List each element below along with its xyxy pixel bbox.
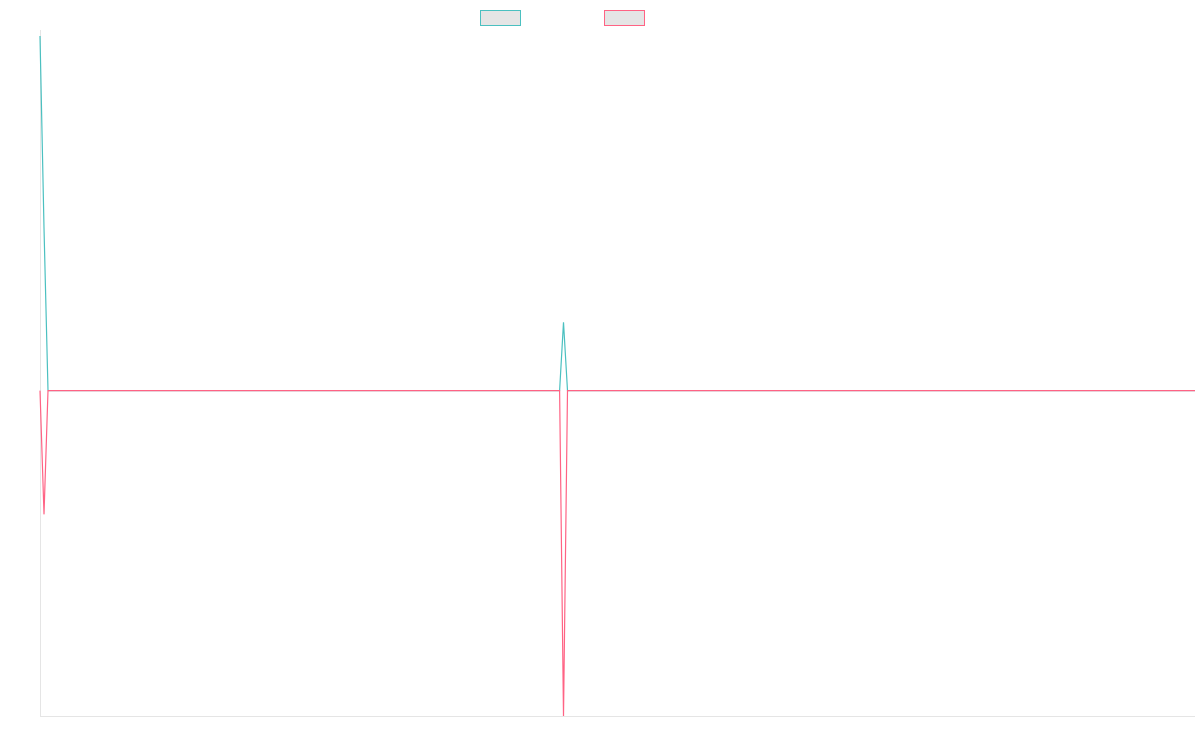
legend-swatch-2[interactable] xyxy=(604,10,645,26)
series-line-2 xyxy=(39,390,1195,717)
legend-swatch-1[interactable] xyxy=(480,10,521,26)
series-line-1 xyxy=(39,35,1195,392)
legend xyxy=(480,10,645,26)
series-group xyxy=(39,35,1195,717)
